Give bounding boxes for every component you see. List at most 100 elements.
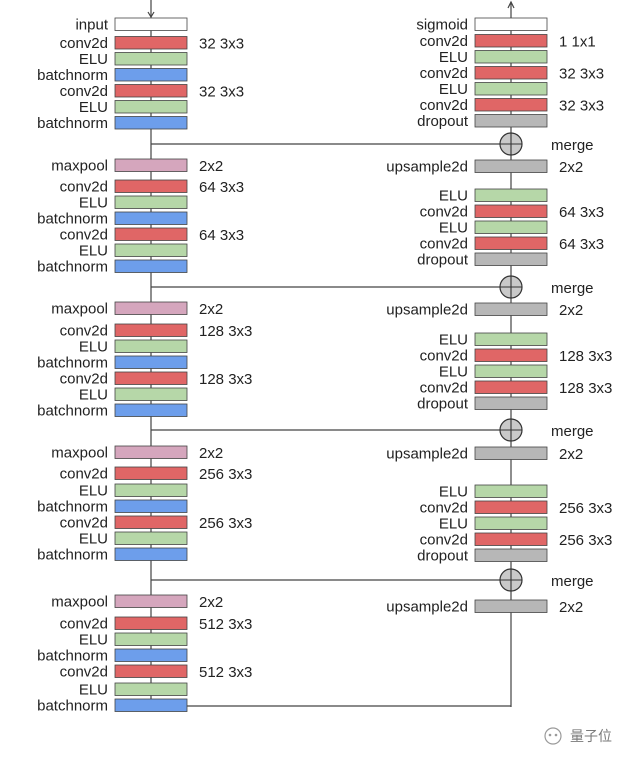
encoder-layer-label: maxpool bbox=[51, 594, 108, 611]
encoder-layer-label: conv2d bbox=[60, 35, 108, 52]
decoder-layer-label: dropout bbox=[417, 252, 469, 269]
encoder-layer-conv2d: conv2d 512 3x3 bbox=[60, 616, 253, 634]
encoder-layer-batchnorm: batchnorm bbox=[37, 259, 188, 276]
encoder-conv2d-block bbox=[114, 515, 188, 529]
merge-node-4: merge bbox=[499, 568, 594, 592]
decoder-layer-param: 128 3x3 bbox=[559, 380, 612, 397]
decoder-layer-conv2d: conv2d 128 3x3 bbox=[420, 348, 613, 366]
decoder-layer-conv2d: conv2d 1 1x1 bbox=[420, 33, 596, 51]
encoder-layer-label: batchnorm bbox=[37, 115, 108, 132]
encoder-layer-elu: ELU bbox=[79, 243, 188, 260]
encoder-layer-batchnorm: batchnorm bbox=[37, 547, 188, 564]
encoder-elu-block bbox=[114, 195, 188, 209]
decoder-upsample-block bbox=[474, 446, 548, 460]
encoder-maxpool-block bbox=[114, 445, 188, 459]
encoder-layer-batchnorm: batchnorm bbox=[37, 698, 188, 715]
input-arrow-head bbox=[147, 11, 155, 19]
decoder-layer-dropout: dropout bbox=[417, 548, 548, 565]
encoder-conv2d-block bbox=[114, 227, 188, 241]
decoder-dropout-block bbox=[474, 252, 548, 266]
decoder-layer-elu: ELU bbox=[439, 364, 548, 381]
encoder-layer-conv2d: conv2d 32 3x3 bbox=[60, 83, 244, 101]
encoder-layer-label: batchnorm bbox=[37, 403, 108, 420]
decoder-layer-upsample: upsample2d 2x2 bbox=[386, 599, 583, 617]
encoder-layer-elu: ELU bbox=[79, 682, 188, 699]
decoder-layer-elu: ELU bbox=[439, 516, 548, 533]
decoder-upsample-block bbox=[474, 599, 548, 613]
decoder-layer-label: conv2d bbox=[420, 65, 468, 82]
decoder-dropout-block bbox=[474, 114, 548, 128]
encoder-conv2d-block bbox=[114, 371, 188, 385]
decoder-conv2d-block bbox=[474, 98, 548, 112]
decoder-conv2d-block bbox=[474, 532, 548, 546]
encoder-layer-batchnorm: batchnorm bbox=[37, 115, 188, 132]
decoder-elu-block bbox=[474, 516, 548, 530]
merge-label: merge bbox=[551, 423, 594, 440]
encoder-layer-param: 2x2 bbox=[199, 594, 223, 611]
decoder-upsample-block bbox=[474, 302, 548, 316]
decoder-layer-upsample: upsample2d 2x2 bbox=[386, 446, 583, 464]
decoder-layer-label: upsample2d bbox=[386, 159, 468, 176]
decoder-layer-label: conv2d bbox=[420, 348, 468, 365]
encoder-layer-label: maxpool bbox=[51, 301, 108, 318]
decoder-elu-block bbox=[474, 484, 548, 498]
encoder-layer-batchnorm: batchnorm bbox=[37, 499, 188, 516]
encoder-batchnorm-block bbox=[114, 211, 188, 225]
decoder-layer-label: sigmoid bbox=[416, 17, 468, 34]
decoder-layer-param: 2x2 bbox=[559, 446, 583, 463]
encoder-layer-label: conv2d bbox=[60, 664, 108, 681]
encoder-layer-batchnorm: batchnorm bbox=[37, 355, 188, 372]
encoder-batchnorm-block bbox=[114, 68, 188, 82]
decoder-layer-dropout: dropout bbox=[417, 396, 548, 413]
output-arrow-head bbox=[507, 0, 515, 9]
decoder-layer-label: dropout bbox=[417, 548, 469, 565]
merge-label: merge bbox=[551, 280, 594, 297]
encoder-layer-label: batchnorm bbox=[37, 648, 108, 665]
decoder-layer-param: 2x2 bbox=[559, 302, 583, 319]
merge-node-1: merge bbox=[499, 132, 594, 156]
encoder-layer-label: conv2d bbox=[60, 466, 108, 483]
encoder-layer-maxpool: maxpool 2x2 bbox=[51, 594, 223, 612]
encoder-elu-block bbox=[114, 100, 188, 114]
encoder-layer-label: maxpool bbox=[51, 158, 108, 175]
encoder-conv2d-block bbox=[114, 84, 188, 98]
encoder-layer-label: batchnorm bbox=[37, 67, 108, 84]
encoder-batchnorm-block bbox=[114, 499, 188, 513]
decoder-layer-label: ELU bbox=[439, 516, 468, 533]
decoder-layer-label: upsample2d bbox=[386, 446, 468, 463]
encoder-layer-conv2d: conv2d 64 3x3 bbox=[60, 227, 244, 245]
encoder-layer-elu: ELU bbox=[79, 195, 188, 212]
encoder-batchnorm-block bbox=[114, 259, 188, 273]
encoder-layer-input: input bbox=[75, 17, 188, 34]
encoder-elu-block bbox=[114, 483, 188, 497]
encoder-layer-conv2d: conv2d 128 3x3 bbox=[60, 371, 253, 389]
encoder-layer-param: 64 3x3 bbox=[199, 179, 244, 196]
encoder-layer-label: ELU bbox=[79, 99, 108, 116]
wechat-icon bbox=[544, 727, 562, 745]
encoder-conv2d-block bbox=[114, 466, 188, 480]
encoder-batchnorm-block bbox=[114, 116, 188, 130]
encoder-layer-conv2d: conv2d 512 3x3 bbox=[60, 664, 253, 682]
decoder-conv2d-block bbox=[474, 500, 548, 514]
decoder-layer-param: 128 3x3 bbox=[559, 348, 612, 365]
encoder-batchnorm-block bbox=[114, 547, 188, 561]
decoder-layer-conv2d: conv2d 256 3x3 bbox=[420, 532, 613, 550]
encoder-layer-label: ELU bbox=[79, 339, 108, 356]
decoder-layer-param: 2x2 bbox=[559, 599, 583, 616]
encoder-elu-block bbox=[114, 52, 188, 66]
merge-node-2: merge bbox=[499, 275, 594, 299]
decoder-elu-block bbox=[474, 364, 548, 378]
encoder-layer-conv2d: conv2d 64 3x3 bbox=[60, 179, 244, 197]
decoder-layer-label: dropout bbox=[417, 396, 469, 413]
encoder-layer-label: ELU bbox=[79, 387, 108, 404]
encoder-layer-param: 512 3x3 bbox=[199, 616, 252, 633]
encoder-conv2d-block bbox=[114, 179, 188, 193]
encoder-conv2d-block bbox=[114, 664, 188, 678]
wechat-icon-dot bbox=[554, 733, 558, 737]
encoder-conv2d-block bbox=[114, 36, 188, 50]
decoder-layer-param: 256 3x3 bbox=[559, 500, 612, 517]
encoder-layer-label: conv2d bbox=[60, 616, 108, 633]
decoder-layer-elu: ELU bbox=[439, 220, 548, 237]
encoder-layer-conv2d: conv2d 32 3x3 bbox=[60, 35, 244, 53]
